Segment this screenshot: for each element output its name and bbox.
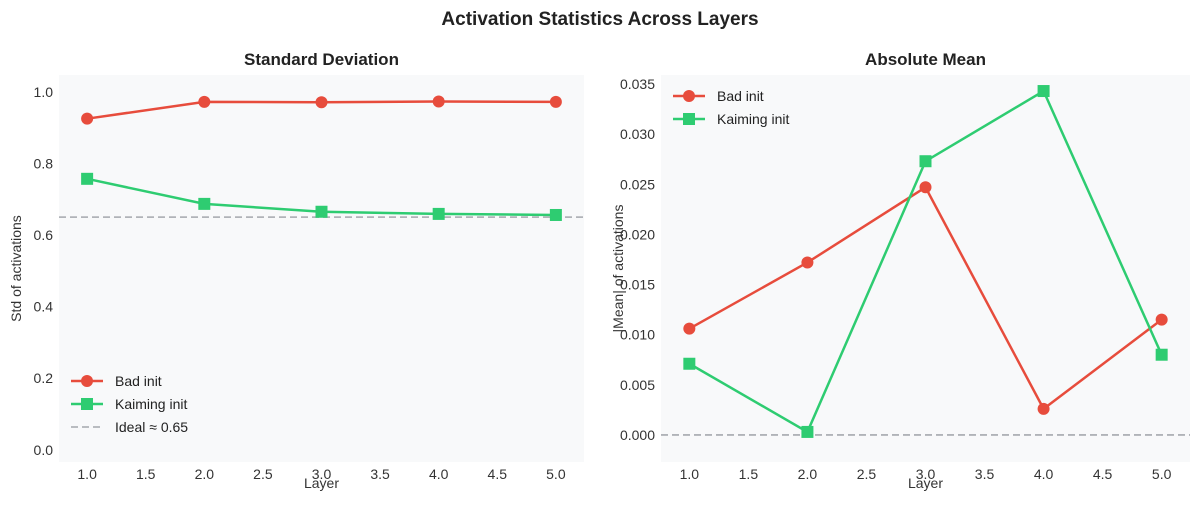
series-kaiming-init bbox=[683, 85, 1168, 438]
y-tick-label: 0.020 bbox=[620, 226, 655, 242]
data-point bbox=[801, 425, 814, 438]
legend-marker bbox=[81, 398, 93, 410]
legend-marker bbox=[81, 375, 93, 387]
y-tick-label: 0.025 bbox=[620, 176, 655, 192]
x-tick-label: 4.5 bbox=[1093, 466, 1113, 482]
legend-label: Ideal ≈ 0.65 bbox=[115, 419, 188, 435]
legend-item: Bad init bbox=[673, 88, 764, 104]
subplot-title: Absolute Mean bbox=[865, 50, 986, 69]
figure-title: Activation Statistics Across Layers bbox=[441, 9, 758, 30]
data-point bbox=[198, 95, 211, 108]
x-axis-label: Layer bbox=[304, 475, 339, 491]
y-tick-label: 0.6 bbox=[34, 227, 54, 243]
x-tick-label: 5.0 bbox=[1152, 466, 1172, 482]
x-tick-label: 4.5 bbox=[488, 466, 508, 482]
legend-item: Ideal ≈ 0.65 bbox=[71, 419, 188, 435]
x-tick-label: 1.0 bbox=[77, 466, 97, 482]
data-point bbox=[1155, 348, 1168, 361]
data-point bbox=[919, 181, 932, 194]
x-tick-label: 4.0 bbox=[429, 466, 449, 482]
data-point bbox=[432, 207, 445, 220]
subplot-title: Standard Deviation bbox=[244, 50, 399, 69]
legend-label: Kaiming init bbox=[717, 111, 789, 127]
y-axis-label: Std of activations bbox=[8, 215, 24, 322]
y-tick-label: 0.015 bbox=[620, 277, 655, 293]
data-point bbox=[315, 96, 328, 109]
y-tick-label: 0.005 bbox=[620, 377, 655, 393]
y-tick-label: 0.0 bbox=[34, 442, 54, 458]
data-point bbox=[549, 95, 562, 108]
legend-marker bbox=[683, 90, 695, 102]
x-tick-label: 2.5 bbox=[253, 466, 273, 482]
y-tick-label: 0.4 bbox=[34, 299, 54, 315]
y-tick-label: 0.035 bbox=[620, 76, 655, 92]
y-axis-label: |Mean| of activations bbox=[610, 205, 626, 333]
series-kaiming-init bbox=[81, 172, 562, 221]
x-tick-label: 2.0 bbox=[195, 466, 215, 482]
x-tick-label: 3.5 bbox=[370, 466, 390, 482]
x-tick-label: 1.5 bbox=[739, 466, 759, 482]
legend-marker bbox=[683, 113, 695, 125]
data-point bbox=[1037, 85, 1050, 98]
data-point bbox=[315, 205, 328, 218]
data-point bbox=[1037, 402, 1050, 415]
data-point bbox=[1155, 313, 1168, 326]
data-point bbox=[81, 172, 94, 185]
x-tick-label: 1.0 bbox=[680, 466, 700, 482]
series-bad-init bbox=[81, 95, 562, 125]
subplot-1: Standard Deviation Layer Std of activation… bbox=[8, 50, 584, 491]
legend: Bad init Kaiming init Ideal ≈ 0.65 bbox=[71, 373, 188, 435]
subplot-2: Absolute Mean Layer |Mean| of activations 1… bbox=[610, 50, 1190, 491]
data-point bbox=[81, 112, 94, 125]
y-tick-label: 1.0 bbox=[34, 84, 54, 100]
x-axis-label: Layer bbox=[908, 475, 943, 491]
data-point bbox=[432, 95, 445, 108]
legend-label: Kaiming init bbox=[115, 396, 187, 412]
y-tick-label: 0.030 bbox=[620, 126, 655, 142]
data-point bbox=[198, 197, 211, 210]
y-tick-label: 0.000 bbox=[620, 427, 655, 443]
x-tick-label: 5.0 bbox=[546, 466, 566, 482]
x-tick-label: 3.0 bbox=[916, 466, 936, 482]
x-tick-label: 2.0 bbox=[798, 466, 818, 482]
x-tick-label: 3.5 bbox=[975, 466, 995, 482]
x-tick-label: 3.0 bbox=[312, 466, 332, 482]
series-bad-init bbox=[683, 181, 1168, 415]
plot-area bbox=[661, 75, 1190, 462]
legend-item: Bad init bbox=[71, 373, 162, 389]
legend-label: Bad init bbox=[717, 88, 764, 104]
legend-label: Bad init bbox=[115, 373, 162, 389]
y-tick-label: 0.010 bbox=[620, 327, 655, 343]
data-point bbox=[683, 322, 696, 335]
x-tick-label: 4.0 bbox=[1034, 466, 1054, 482]
x-tick-label: 1.5 bbox=[136, 466, 156, 482]
legend-item: Kaiming init bbox=[673, 111, 789, 127]
data-point bbox=[683, 357, 696, 370]
y-tick-label: 0.2 bbox=[34, 370, 54, 386]
legend-item: Kaiming init bbox=[71, 396, 187, 412]
data-point bbox=[801, 256, 814, 269]
y-tick-label: 0.8 bbox=[34, 155, 54, 171]
plot-area bbox=[59, 75, 584, 462]
legend: Bad init Kaiming init bbox=[673, 88, 789, 127]
data-point bbox=[919, 155, 932, 168]
x-tick-label: 2.5 bbox=[857, 466, 877, 482]
data-point bbox=[549, 208, 562, 221]
